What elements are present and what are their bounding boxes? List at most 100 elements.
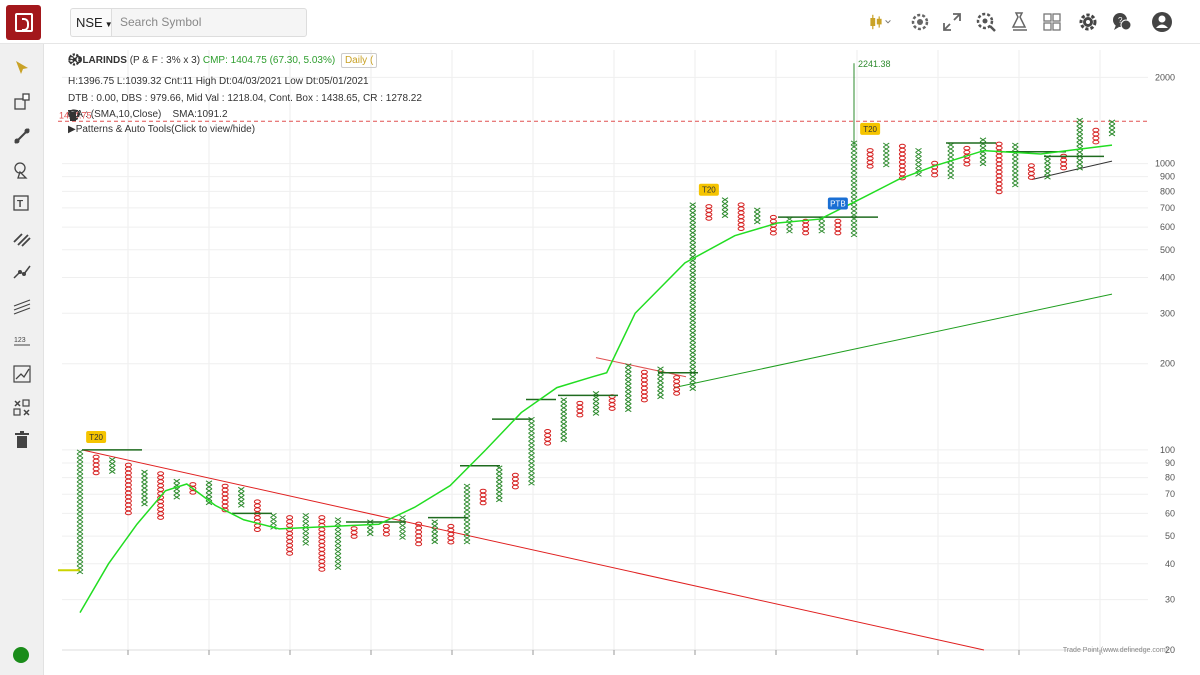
app-logo[interactable] xyxy=(6,5,41,40)
y-tick-label: 20 xyxy=(1165,645,1175,655)
pf-o-box xyxy=(415,529,423,535)
user-icon[interactable] xyxy=(1150,10,1174,34)
pf-chart-svg[interactable]: 2000 1000 900 800 700 600 500 400 300 200 100 90 80 7… xyxy=(58,50,1184,662)
pf-x-column xyxy=(592,391,600,416)
ptb-badge-label: PTB xyxy=(830,200,846,209)
screener-icon[interactable] xyxy=(974,10,998,34)
pf-o-box xyxy=(544,432,552,438)
text-icon[interactable]: T xyxy=(10,192,34,216)
pf-o-column xyxy=(124,462,132,516)
pf-o-box xyxy=(705,208,713,213)
pf-x-box xyxy=(173,494,181,500)
t20-badge-label: T20 xyxy=(702,186,716,195)
pf-x-box xyxy=(463,511,471,517)
pf-x-box xyxy=(560,413,568,419)
pf-x-box xyxy=(850,228,858,234)
polyline-icon[interactable] xyxy=(10,362,34,386)
pf-x-column xyxy=(108,457,116,474)
chart-area[interactable]: 2000 1000 900 800 700 600 500 400 300 200 100 90 80 7… xyxy=(58,50,1184,662)
pf-x-box xyxy=(624,399,632,405)
timeframe-select[interactable]: Daily ( xyxy=(340,53,378,68)
fib-icon[interactable] xyxy=(10,226,34,250)
pf-o-box xyxy=(834,222,842,228)
pf-o-box xyxy=(318,543,326,548)
pointer-icon[interactable] xyxy=(10,56,34,80)
candlestick-chart-icon[interactable] xyxy=(868,10,892,34)
pf-o-box xyxy=(350,530,358,535)
pf-o-box xyxy=(415,541,423,547)
pf-o-box xyxy=(511,480,519,486)
pf-x-box xyxy=(657,374,664,380)
ray-icon[interactable] xyxy=(10,260,34,284)
pf-x-box xyxy=(399,531,406,536)
svg-text:123: 123 xyxy=(14,337,26,344)
top-bar: NSE▼ ? xyxy=(0,0,1200,44)
current-market-price: CMP: 1404.75 (67.30, 5.03%) xyxy=(202,55,336,67)
pf-o-box xyxy=(640,377,648,383)
exchange-select[interactable]: NSE ▼ xyxy=(70,8,113,37)
grid-delete-icon[interactable] xyxy=(10,396,34,420)
pf-x-box xyxy=(334,521,342,527)
symbol-search-box[interactable] xyxy=(111,8,307,37)
pf-x-box xyxy=(689,326,697,332)
channel-icon[interactable] xyxy=(10,294,34,318)
scanner-icon[interactable] xyxy=(1008,10,1032,34)
pf-x-box xyxy=(915,155,922,161)
pf-x-box xyxy=(689,342,697,348)
pf-x-box xyxy=(850,152,858,158)
pf-x-box xyxy=(237,502,245,508)
pf-x-box xyxy=(463,507,471,513)
pf-x-box xyxy=(947,170,955,176)
pf-x-column xyxy=(689,202,697,392)
trendline-icon[interactable] xyxy=(10,124,34,148)
pf-x-box xyxy=(560,429,568,435)
pf-x-box xyxy=(76,505,84,511)
search-input[interactable] xyxy=(112,9,306,35)
pf-o-column xyxy=(705,204,713,221)
pf-x-box xyxy=(560,401,568,407)
pf-x-box xyxy=(753,219,761,225)
pf-x-column xyxy=(560,397,568,443)
pf-o-box xyxy=(866,152,874,157)
pf-x-box xyxy=(689,234,697,240)
pf-x-box xyxy=(76,461,84,467)
rectangle-icon[interactable] xyxy=(10,90,34,114)
pf-x-box xyxy=(1076,117,1084,123)
pf-o-box xyxy=(318,515,326,520)
pf-x-box xyxy=(592,399,600,404)
pf-x-box xyxy=(76,553,84,559)
number-icon[interactable]: 123 xyxy=(10,328,34,352)
y-tick-label: 90 xyxy=(1165,458,1175,468)
pf-x-box xyxy=(76,473,84,479)
y-tick-label: 300 xyxy=(1160,308,1175,318)
pf-x-column xyxy=(141,469,148,507)
patterns-toggle[interactable]: ▶Patterns & Auto Tools(Click to view/hid… xyxy=(68,124,255,135)
pf-x-box xyxy=(76,469,84,475)
pf-o-box xyxy=(318,555,326,560)
pf-x-box xyxy=(431,523,439,529)
pf-x-box xyxy=(141,469,148,475)
grid-layout-icon[interactable] xyxy=(1040,10,1064,34)
pf-o-box xyxy=(382,523,390,529)
pf-x-box xyxy=(431,539,439,545)
pf-o-box xyxy=(898,163,906,169)
pf-o-box xyxy=(640,373,648,379)
pf-x-box xyxy=(624,391,632,397)
gear-icon[interactable] xyxy=(1076,10,1100,34)
pf-x-box xyxy=(915,159,922,165)
trash-icon[interactable] xyxy=(10,428,34,452)
shapes-icon[interactable] xyxy=(10,158,34,182)
pf-x-box xyxy=(882,142,890,148)
ma-legend: MA : (SMA,10,Close) SMA:1091.2 xyxy=(68,109,228,121)
pf-x-column xyxy=(1011,142,1019,188)
pf-x-box xyxy=(463,491,471,497)
pf-x-box xyxy=(528,424,535,430)
settings-icon[interactable] xyxy=(908,10,932,34)
pf-o-column xyxy=(737,202,745,231)
pf-x-box xyxy=(141,473,148,479)
resize-icon[interactable] xyxy=(940,10,964,34)
chat-icon[interactable]: ? xyxy=(1110,10,1134,34)
pf-x-box xyxy=(334,545,342,551)
pf-x-column xyxy=(173,478,181,500)
pf-o-box xyxy=(834,230,842,236)
